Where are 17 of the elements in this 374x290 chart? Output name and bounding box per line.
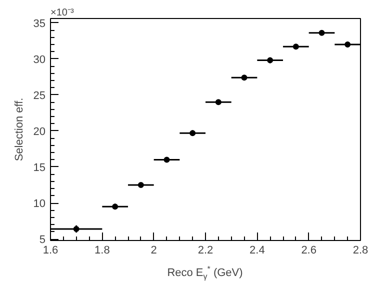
- annotation: ×10⁻³: [50, 8, 74, 18]
- x-tick-label: 2.8: [352, 244, 368, 256]
- y-tick-label: 5: [39, 234, 46, 246]
- y-tick-label: 15: [33, 162, 46, 174]
- x-tick-label: 2.4: [250, 244, 265, 256]
- y-tick-label: 25: [33, 90, 46, 102]
- y-tick-label: 35: [33, 18, 46, 30]
- y-tick-label: 10: [33, 198, 46, 210]
- y-tick-label: 30: [33, 54, 46, 66]
- x-tick-label: 2.6: [301, 244, 316, 256]
- y-tick-label: 20: [33, 126, 46, 138]
- x-tick-label: 1.8: [94, 244, 110, 256]
- y-axis-title: Selection eff.: [13, 98, 26, 162]
- x-tick-label: 2.2: [198, 244, 214, 256]
- x-tick-label: 2: [150, 244, 157, 256]
- x-axis-title: Reco E$_{γ}$$^{*}$ (GeV): [167, 264, 243, 282]
- x-tick-label: 1.6: [42, 244, 58, 256]
